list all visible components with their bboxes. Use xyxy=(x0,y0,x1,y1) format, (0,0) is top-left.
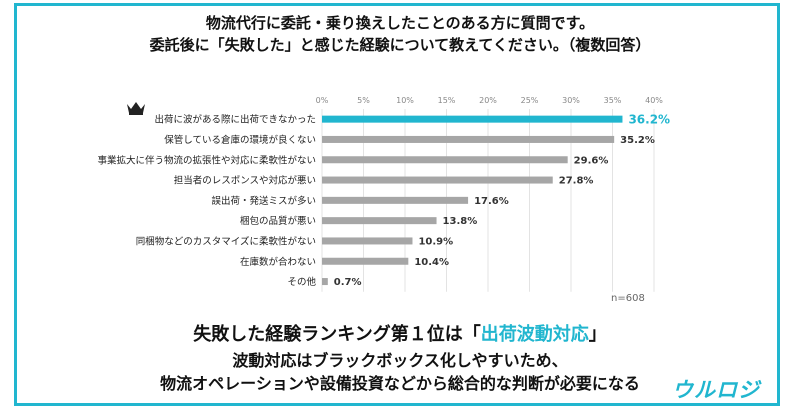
bar xyxy=(322,257,409,265)
x-tick-label: 0% xyxy=(316,96,329,105)
category-label: 同梱物などのカスタマイズに柔軟性がない xyxy=(136,235,316,247)
bar xyxy=(322,156,568,164)
bar xyxy=(322,237,413,245)
chart-frame xyxy=(14,3,780,406)
x-tick-label: 25% xyxy=(521,96,539,105)
category-label: 事業拡大に伴う物流の拡張性や対応に柔軟性がない xyxy=(97,154,316,166)
value-label: 10.9% xyxy=(418,236,453,247)
x-tick-label: 20% xyxy=(479,96,497,105)
x-tick-label: 15% xyxy=(438,96,456,105)
x-tick-label: 40% xyxy=(645,96,663,105)
category-label: その他 xyxy=(287,276,316,288)
summary-highlight: 出荷波動対応 xyxy=(480,324,589,345)
value-label: 36.2% xyxy=(628,113,670,127)
x-tick-label: 5% xyxy=(357,96,370,105)
x-tick-label: 10% xyxy=(396,96,414,105)
bar xyxy=(322,176,553,184)
value-label: 10.4% xyxy=(414,257,449,268)
category-label: 出荷に波がある際に出荷できなかった xyxy=(154,114,316,126)
bar xyxy=(322,278,328,286)
summary-line-1: 失敗した経験ランキング第１位は「出荷波動対応」 xyxy=(0,323,800,347)
bar xyxy=(322,196,469,204)
title-line-1: 物流代行に委託・乗り換えしたことのある方に質問です。 xyxy=(205,14,595,32)
summary-post: 」 xyxy=(588,324,607,345)
bar xyxy=(322,115,623,123)
logo: ウルロジ xyxy=(672,378,760,402)
bar xyxy=(322,135,615,143)
summary-line-2: 波動対応はブラックボックス化しやすいため、 xyxy=(232,351,568,370)
title-line-2: 委託後に「失敗した」と感じた経験について教えてください。（複数回答） xyxy=(149,36,651,54)
chart-title: 物流代行に委託・乗り換えしたことのある方に質問です。 委託後に「失敗した」と感じ… xyxy=(0,12,800,56)
value-label: 13.8% xyxy=(443,216,478,227)
value-label: 27.8% xyxy=(559,176,594,187)
summary-pre: 失敗した経験ランキング第１位は「 xyxy=(193,324,481,345)
bar-chart: 0% 5% 10% 15% 20% 25% 30% 35% 40% 出荷に波がある際に出荷できなか… xyxy=(97,96,670,292)
summary-line-3: 物流オペレーションや設備投資などから総合的な判断が必要になる xyxy=(160,374,640,393)
value-label: 29.6% xyxy=(574,155,609,166)
category-label: 保管している倉庫の環境が良くない xyxy=(164,134,316,146)
crown-icon xyxy=(127,102,145,115)
category-label: 担当者のレスポンスや対応が悪い xyxy=(174,175,316,187)
x-tick-label: 30% xyxy=(562,96,580,105)
bar xyxy=(322,217,437,225)
category-label: 誤出荷・発送ミスが多い xyxy=(211,195,316,207)
value-label: 35.2% xyxy=(620,135,655,146)
x-tick-label: 35% xyxy=(604,96,622,105)
value-label: 17.6% xyxy=(474,196,509,207)
category-label: 在庫数が合わない xyxy=(240,256,316,268)
category-label: 梱包の品質が悪い xyxy=(240,215,316,227)
sample-size: n=608 xyxy=(611,293,645,304)
value-label: 0.7% xyxy=(334,277,362,288)
